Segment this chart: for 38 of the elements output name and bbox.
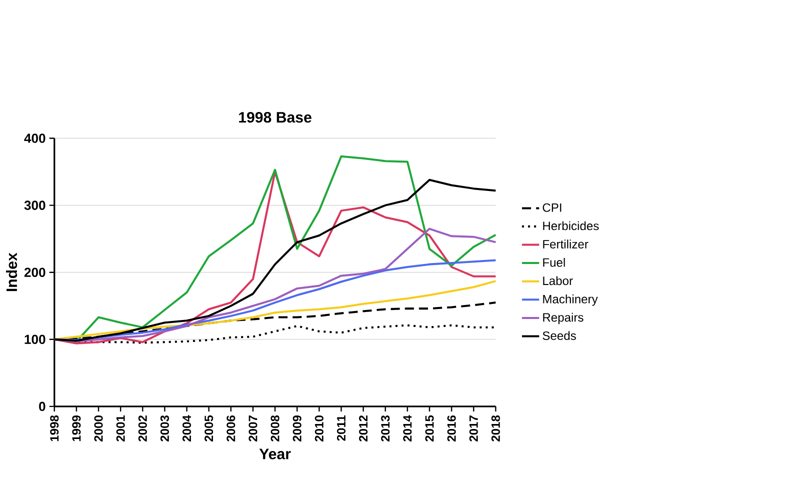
x-tick-label: 2015 — [425, 415, 434, 442]
chart-title: 1998 Base — [239, 112, 312, 123]
x-tick-label: 2000 — [94, 416, 103, 442]
x-axis-title: Year — [259, 448, 291, 460]
legend-label: Fuel — [543, 258, 565, 267]
x-tick-label: 2010 — [314, 416, 324, 442]
x-tick-label: 1998 — [50, 415, 59, 442]
y-tick-label: 300 — [24, 200, 46, 210]
x-tick-label: 2001 — [116, 415, 125, 442]
y-axis-title: Index — [6, 252, 18, 292]
x-tick-label: 2004 — [182, 415, 192, 442]
x-tick-label: 2008 — [270, 415, 280, 442]
x-tick-label: 2002 — [138, 416, 147, 442]
x-tick-label: 2005 — [204, 415, 214, 442]
y-tick-label: 0 — [39, 402, 46, 412]
legend-label: Machinery — [543, 294, 598, 306]
x-tick-label: 2013 — [381, 416, 390, 442]
x-tick-label: 2007 — [248, 416, 258, 442]
x-tick-label: 2009 — [292, 416, 302, 442]
legend-label: Labor — [543, 276, 573, 286]
legend-label: Fertilizer — [543, 240, 588, 249]
line-series — [53, 280, 497, 340]
legend-label: Herbicides — [543, 221, 599, 230]
x-tick-label: 2012 — [359, 416, 368, 442]
x-tick-label: 2003 — [160, 416, 169, 442]
x-tick-label: 2018 — [491, 415, 500, 442]
legend-label: Seeds — [542, 331, 576, 340]
x-tick-label: 2011 — [336, 415, 346, 441]
x-tick-label: 2014 — [403, 415, 412, 442]
x-tick-label: 1999 — [72, 416, 81, 442]
x-tick-label: 2017 — [469, 416, 478, 442]
y-tick-label: 400 — [24, 134, 46, 143]
x-tick-label: 2006 — [226, 416, 236, 442]
legend-label: CPI — [542, 203, 562, 212]
x-tick-label: 2016 — [447, 416, 456, 442]
y-tick-label: 100 — [24, 334, 46, 344]
legend-label: Repairs — [543, 312, 584, 324]
y-tick-label: 200 — [24, 268, 46, 278]
